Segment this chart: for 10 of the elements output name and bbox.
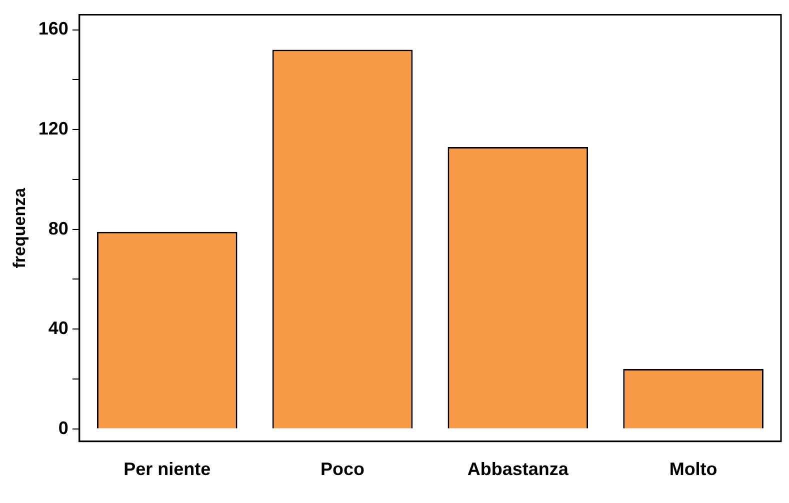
y-axis-title: frequenza xyxy=(10,187,29,268)
x-tick-label: Poco xyxy=(320,459,365,480)
y-tick-label: 40 xyxy=(48,318,68,338)
y-tick-label: 120 xyxy=(38,118,68,139)
x-tick-label: Molto xyxy=(669,459,718,480)
y-tick-label: 0 xyxy=(58,418,68,438)
x-tick-label: Abbastanza xyxy=(467,459,570,480)
y-tick-label: 80 xyxy=(48,218,68,238)
x-tick-label: Per niente xyxy=(124,459,211,480)
y-tick-label: 160 xyxy=(38,18,68,39)
